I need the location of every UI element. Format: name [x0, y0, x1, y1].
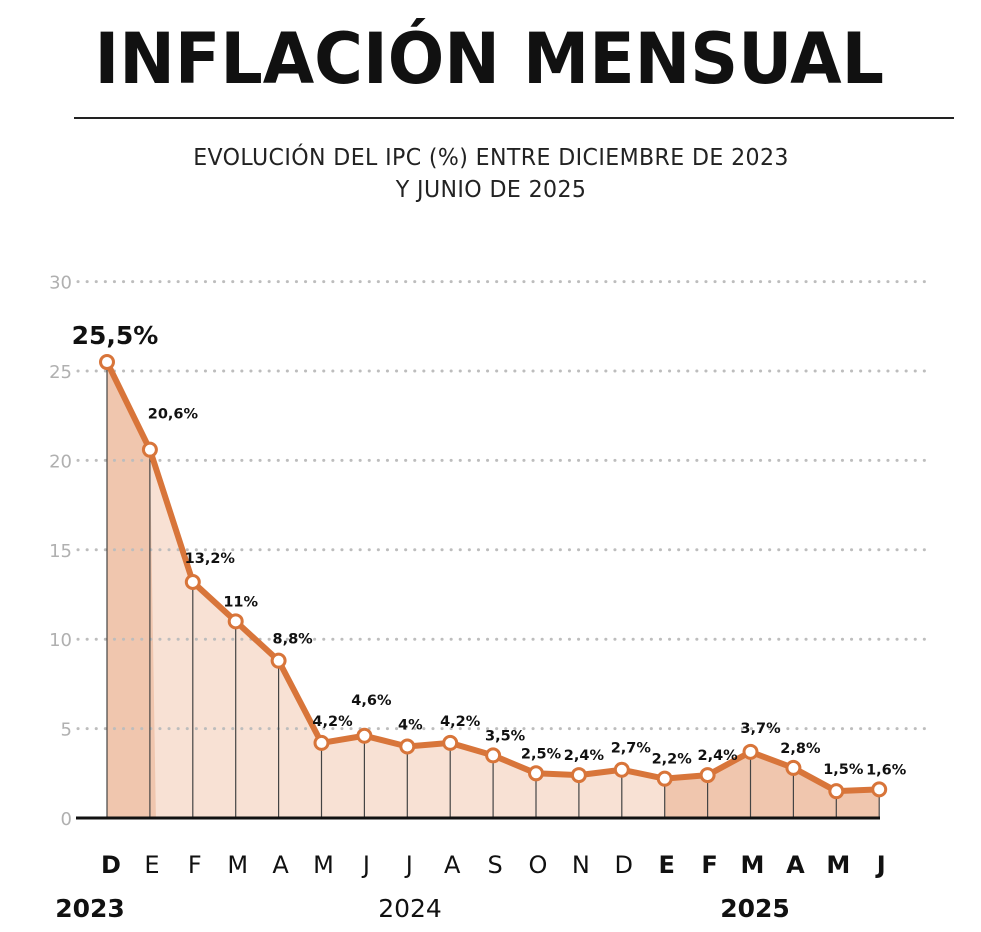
- x-tick-label: A: [786, 851, 805, 879]
- data-label: 2,4%: [697, 748, 738, 764]
- x-tick-label: N: [572, 851, 590, 879]
- data-label: 4%: [398, 717, 423, 733]
- x-tick-label: D: [615, 851, 633, 879]
- year-label: 2024: [378, 894, 442, 923]
- data-point: [141, 441, 158, 458]
- data-point: [99, 354, 115, 371]
- area-fill-dark-2023: [107, 362, 156, 818]
- x-tick-label: M: [741, 851, 765, 879]
- x-tick-label: J: [361, 851, 370, 879]
- data-label: 20,6%: [148, 407, 199, 423]
- data-label: 1,6%: [866, 762, 907, 778]
- x-tick-label: M: [826, 851, 850, 879]
- data-point: [485, 747, 502, 764]
- data-label: 1,5%: [823, 762, 864, 778]
- year-label: 2025: [720, 894, 790, 923]
- data-point: [785, 759, 802, 776]
- data-label: 2,8%: [780, 741, 821, 757]
- data-label: 4,2%: [440, 714, 481, 730]
- x-tick-label: S: [487, 851, 502, 879]
- x-tick-label: F: [188, 851, 202, 879]
- area-fill-dark-2025: [664, 751, 880, 818]
- x-tick-label: A: [444, 851, 461, 879]
- data-point: [356, 727, 373, 744]
- x-tick-label: E: [658, 851, 674, 879]
- data-point: [570, 767, 587, 784]
- data-point: [528, 765, 544, 782]
- data-point: [442, 734, 459, 751]
- data-point: [399, 738, 416, 755]
- x-tick-label: J: [875, 851, 886, 879]
- x-tick-label: M: [313, 851, 334, 879]
- data-label: 13,2%: [185, 551, 236, 567]
- data-label: 3,5%: [485, 728, 526, 744]
- data-point: [613, 761, 630, 778]
- y-tick-label: 20: [49, 451, 72, 472]
- data-label: 3,7%: [740, 721, 781, 737]
- data-label: 4,2%: [312, 714, 353, 730]
- data-point: [656, 770, 673, 787]
- data-label: 2,7%: [611, 741, 652, 757]
- x-tick-label: A: [272, 851, 289, 879]
- x-tick-label: D: [101, 851, 121, 879]
- data-point: [270, 652, 287, 669]
- title-divider: [74, 117, 954, 119]
- y-tick-label: 0: [61, 809, 72, 830]
- data-point: [828, 783, 845, 800]
- data-point: [184, 573, 201, 590]
- y-tick-label: 25: [49, 362, 72, 383]
- x-tick-label: F: [701, 851, 717, 879]
- chart-title: INFLACIÓN MENSUAL: [94, 18, 884, 100]
- data-label: 8,8%: [272, 632, 313, 648]
- y-tick-label: 30: [49, 273, 72, 294]
- y-tick-label: 15: [49, 541, 72, 562]
- data-label: 4,6%: [351, 693, 392, 709]
- x-tick-label: M: [227, 851, 248, 879]
- data-label: 25,5%: [72, 321, 159, 350]
- x-tick-label: E: [144, 851, 159, 879]
- data-label: 2,5%: [521, 746, 562, 762]
- x-tick-label: O: [529, 851, 548, 879]
- data-label: 2,4%: [564, 748, 605, 764]
- data-point: [699, 767, 716, 784]
- data-label: 11%: [223, 594, 258, 610]
- data-point: [871, 781, 888, 798]
- chart-subtitle-line-2: Y JUNIO DE 2025: [395, 177, 587, 203]
- y-tick-label: 5: [61, 720, 72, 741]
- y-tick-label: 10: [49, 630, 72, 651]
- data-label: 2,2%: [652, 752, 693, 768]
- chart-subtitle-line-1: EVOLUCIÓN DEL IPC (%) ENTRE DICIEMBRE DE…: [193, 145, 789, 171]
- data-point: [227, 613, 244, 630]
- data-point: [313, 734, 330, 751]
- data-point: [742, 743, 759, 760]
- x-tick-label: J: [404, 851, 413, 879]
- year-label: 2023: [55, 894, 125, 923]
